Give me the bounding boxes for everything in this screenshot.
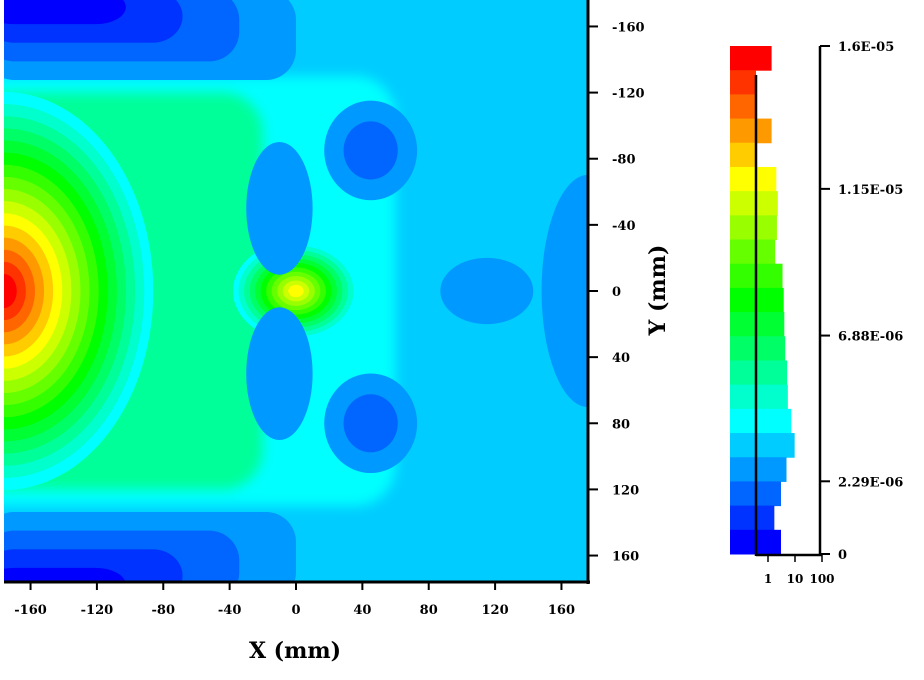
color-scale-bin bbox=[730, 505, 775, 531]
color-scale-bin bbox=[730, 433, 795, 458]
x-tick-label: -40 bbox=[218, 603, 242, 618]
x-tick-label: 40 bbox=[353, 603, 371, 618]
color-scale-bin bbox=[730, 142, 756, 168]
x-tick-label: 120 bbox=[482, 603, 509, 618]
scale-value-label: 0 bbox=[838, 548, 847, 563]
x-tick-label: 0 bbox=[291, 603, 300, 618]
y-tick-label: -80 bbox=[612, 153, 636, 168]
color-scale-bin bbox=[730, 336, 786, 361]
count-tick-label: 1 bbox=[764, 572, 772, 586]
count-tick-label: 100 bbox=[809, 572, 834, 586]
heatmap-layer bbox=[4, 0, 588, 582]
y-tick-label: 160 bbox=[612, 550, 639, 565]
x-tick-label: -80 bbox=[152, 603, 176, 618]
color-scale-bin bbox=[730, 215, 777, 241]
contour-level bbox=[343, 121, 398, 180]
contour-level bbox=[440, 257, 534, 325]
x-tick-label: -120 bbox=[81, 603, 114, 618]
histogram-count-ticks: 1 10 100 bbox=[764, 555, 835, 586]
y-tick-label: 40 bbox=[612, 351, 630, 366]
scale-value-labels: 1.6E-05 1.15E-05 6.88E-06 2.29E-06 0 bbox=[820, 40, 903, 563]
x-tick-label: -160 bbox=[14, 603, 47, 618]
color-scale-bin bbox=[730, 360, 788, 386]
x-axis-title: X (mm) bbox=[249, 638, 341, 664]
color-scale-bin bbox=[730, 408, 792, 434]
y-tick-label: -120 bbox=[612, 87, 645, 102]
y-axis-title: Y (mm) bbox=[645, 245, 671, 337]
edge-level bbox=[4, 567, 126, 582]
color-scale-bin bbox=[730, 94, 756, 120]
contour-level bbox=[288, 284, 304, 298]
color-scale-bins bbox=[730, 46, 795, 555]
y-tick-label: -40 bbox=[612, 219, 636, 234]
x-axis-ticks: -160 -120 -80 -40 0 40 80 120 160 bbox=[14, 582, 575, 618]
y-tick-label: 120 bbox=[612, 483, 639, 498]
color-scale-bin bbox=[730, 191, 778, 216]
contour-level bbox=[343, 394, 398, 453]
y-tick-label: 0 bbox=[612, 285, 621, 300]
scale-value-label: 1.6E-05 bbox=[838, 40, 894, 55]
color-scale-bin bbox=[730, 70, 756, 95]
contour-level bbox=[541, 174, 588, 408]
contour-plot: -160 -120 -80 -40 0 40 80 120 160 -160 -120 -80 -40… bbox=[4, 0, 671, 664]
color-scale-bin bbox=[730, 384, 788, 410]
count-tick-label: 10 bbox=[787, 572, 804, 586]
x-tick-label: 160 bbox=[548, 603, 575, 618]
color-scale-bin bbox=[730, 239, 776, 265]
y-tick-label: -160 bbox=[612, 20, 645, 35]
contour-level bbox=[246, 141, 313, 275]
scale-value-label: 1.15E-05 bbox=[838, 183, 903, 198]
color-scale: 1.6E-05 1.15E-05 6.88E-06 2.29E-06 0 1 10 100 bbox=[730, 40, 903, 586]
color-scale-bin bbox=[730, 46, 772, 71]
contour-level bbox=[246, 307, 313, 441]
x-tick-label: 80 bbox=[420, 603, 438, 618]
y-axis-ticks: -160 -120 -80 -40 0 40 80 120 160 bbox=[588, 20, 645, 565]
scale-value-label: 6.88E-06 bbox=[838, 330, 903, 345]
contour-level bbox=[4, 274, 17, 308]
scale-value-label: 2.29E-06 bbox=[838, 475, 903, 490]
color-scale-bin bbox=[730, 118, 772, 144]
y-tick-label: 80 bbox=[612, 417, 630, 432]
edge-level bbox=[4, 0, 126, 25]
color-scale-bin bbox=[730, 166, 777, 192]
color-scale-bin bbox=[730, 457, 787, 482]
